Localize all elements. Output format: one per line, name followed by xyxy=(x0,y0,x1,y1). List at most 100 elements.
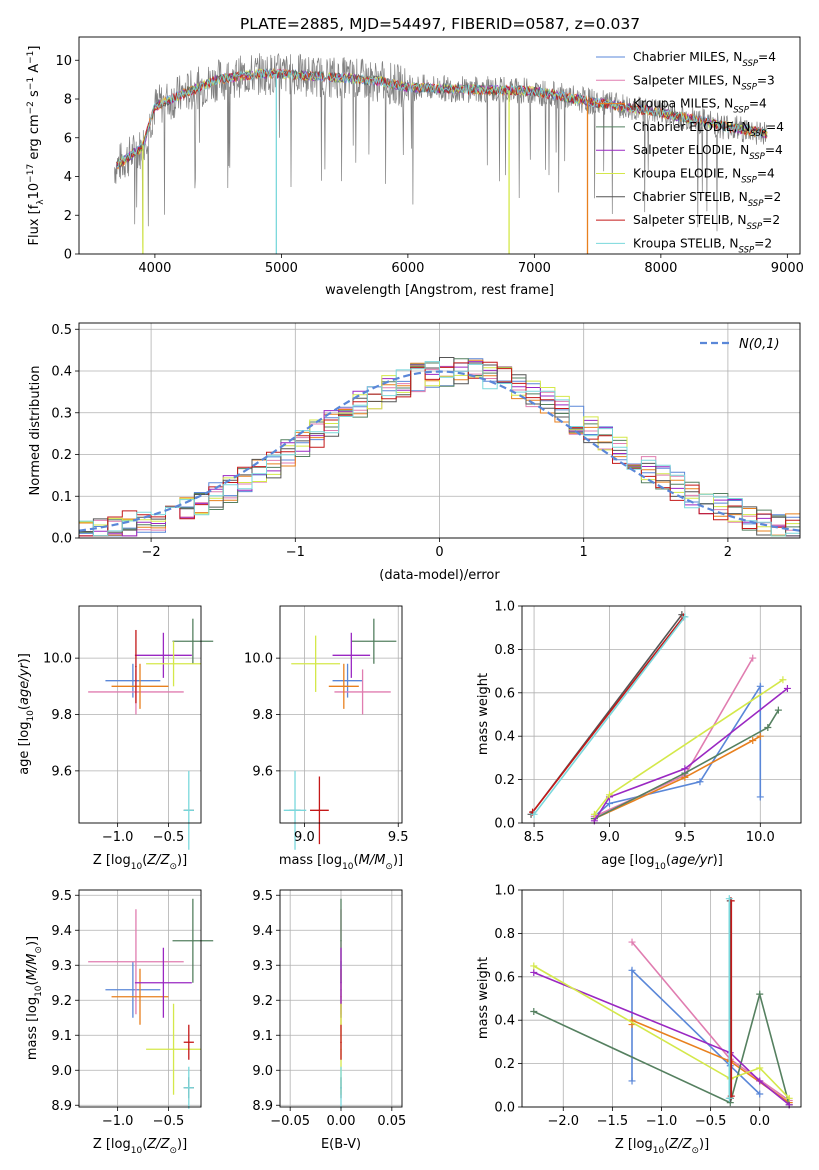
mass_vs_Z-xtick-label: −1.0 xyxy=(102,1114,134,1129)
weight_vs_age-line-chabrier-elodie xyxy=(594,709,780,820)
figure-title: PLATE=2885, MJD=54497, FIBERID=0587, z=0… xyxy=(240,15,640,33)
residuals-ytick-label: 0.4 xyxy=(51,365,72,380)
hist-kroupa-elodie xyxy=(79,365,800,537)
normal-curve xyxy=(78,370,801,532)
mass_vs_Z-ytick-label: 9.1 xyxy=(51,1029,72,1044)
age_vs_Z-xtick-label: −0.5 xyxy=(153,830,185,845)
residuals-xtick-label: 0 xyxy=(435,545,443,560)
weight_vs_Z-line-kroupa-elodie xyxy=(533,965,790,1099)
age_vs_mass-frame xyxy=(279,605,403,824)
mass_vs_EBV-point-chabrier-elodie xyxy=(340,939,342,942)
weight_vs_age-xtick-label: 9.5 xyxy=(675,830,696,845)
residuals-xlabel: (data-model)/error xyxy=(379,568,500,583)
weight_vs_age-ytick-label: 0.0 xyxy=(494,817,515,832)
model-kroupa-stelib xyxy=(116,68,768,168)
mass_vs_Z-point-kroupa-miles xyxy=(139,995,141,998)
mass_vs_EBV-ytick-label: 9.2 xyxy=(252,994,273,1009)
weight_vs_Z-marker-chabrier-elodie xyxy=(756,990,764,998)
age_vs_Z-ytick-label: 10.0 xyxy=(43,652,72,667)
residuals-frame xyxy=(78,322,801,539)
spectrum-xtick-label: 8000 xyxy=(644,261,677,276)
weight_vs_Z-marker-salpeter-elodie xyxy=(756,1077,764,1085)
age_vs_Z-ytick-label: 9.6 xyxy=(51,764,72,779)
weight_vs_age-ytick-label: 0.2 xyxy=(494,773,515,788)
residuals-xtick-label: 2 xyxy=(724,545,732,560)
age_vs_mass-ytick-label: 9.8 xyxy=(252,708,273,723)
weight_vs_age-marker-kroupa-stelib xyxy=(681,613,689,621)
mass_vs_EBV-ytick-label: 8.9 xyxy=(252,1099,273,1114)
weight_vs_age-ytick-label: 0.8 xyxy=(494,643,515,658)
mass_vs_Z-ytick-label: 9.5 xyxy=(51,889,72,904)
mass_vs_EBV-xtick-label: 0.05 xyxy=(377,1114,406,1129)
legend-entry-chabrier-miles: Chabrier MILES, NSSP=4 xyxy=(633,50,776,69)
weight-vs-z-xlabel: Z [log10(Z/Z⊙)] xyxy=(615,1137,709,1156)
mass_vs_EBV-point-salpeter-elodie xyxy=(340,981,342,984)
weight_vs_age-marker-kroupa-stelib xyxy=(530,810,538,818)
mass_vs_Z-ytick-label: 8.9 xyxy=(51,1099,72,1114)
age_vs_mass-point-salpeter-elodie xyxy=(350,654,353,657)
mass_vs_Z-point-salpeter-elodie xyxy=(162,981,165,984)
spectrum-ylabel: Flux [fλ10−17 erg cm−2 s−1 A−1] xyxy=(26,46,46,246)
spectrum-ytick-label: 2 xyxy=(64,209,72,224)
mass_vs_Z-ytick-label: 9.4 xyxy=(51,924,72,939)
residuals-ytick-label: 0.3 xyxy=(51,406,72,421)
mass_vs_EBV-frame xyxy=(279,889,403,1108)
mass_vs_Z-point-kroupa-stelib xyxy=(188,1086,190,1089)
weight_vs_Z-xtick-label: 0.0 xyxy=(749,1114,770,1129)
age_vs_mass-point-salpeter-miles xyxy=(361,691,364,693)
weight_vs_age-marker-kroupa-miles xyxy=(749,737,757,745)
weight_vs_Z-xtick-label: −2.0 xyxy=(547,1114,579,1129)
weight_vs_age-line-chabrier-miles xyxy=(593,683,762,818)
spectrum-xtick-label: 4000 xyxy=(138,261,171,276)
age_vs_Z-point-salpeter-stelib xyxy=(135,665,137,668)
mass_vs_Z-point-salpeter-miles xyxy=(135,960,137,963)
weight_vs_age-line-salpeter-stelib xyxy=(531,616,685,813)
weight_vs_age-marker-kroupa-elodie xyxy=(779,676,787,684)
legend-entry-kroupa-miles: Kroupa MILES, NSSP=4 xyxy=(633,97,767,116)
mass_vs_EBV-point-kroupa-stelib xyxy=(340,1086,342,1089)
age_vs_mass-point-kroupa-elodie xyxy=(314,662,317,665)
mass_vs_Z-point-chabrier-elodie xyxy=(192,939,194,942)
mass_vs_EBV-xtick-label: −0.05 xyxy=(270,1114,310,1129)
residuals-ytick-label: 0.0 xyxy=(51,532,72,547)
weight_vs_age-marker-kroupa-elodie xyxy=(605,791,613,799)
weight_vs_Z-ytick-label: 0.0 xyxy=(494,1101,515,1116)
age-vs-z-ylabel: age [log10(age/yr)] xyxy=(17,653,36,775)
age_vs_Z-point-kroupa-elodie xyxy=(172,662,175,665)
mass_vs_Z-ytick-label: 9.3 xyxy=(51,959,72,974)
weight_vs_age-ytick-label: 0.4 xyxy=(494,730,515,745)
weight-vs-z-ylabel: mass weight xyxy=(476,957,491,1039)
legend-entry-chabrier-stelib: Chabrier STELIB, NSSP=2 xyxy=(633,190,781,209)
weight_vs_Z-marker-chabrier-miles xyxy=(628,1077,636,1085)
legend-entry-kroupa-elodie: Kroupa ELODIE, NSSP=4 xyxy=(633,167,775,186)
mass_vs_Z-point-chabrier-miles xyxy=(132,988,134,991)
mass_vs_EBV-ytick-label: 9.4 xyxy=(252,924,273,939)
age_vs_Z-ytick-label: 9.8 xyxy=(51,708,72,723)
age_vs_mass-point-salpeter-stelib xyxy=(318,809,321,812)
weight_vs_age-marker-salpeter-elodie xyxy=(783,684,791,692)
age-vs-mass-xlabel: mass [log10(M/M⊙)] xyxy=(279,853,403,872)
mass_vs_EBV-ytick-label: 9.1 xyxy=(252,1029,273,1044)
residuals-ytick-label: 0.1 xyxy=(51,490,72,505)
age_vs_mass-point-kroupa-stelib xyxy=(294,809,296,812)
weight_vs_Z-marker-kroupa-elodie xyxy=(530,962,538,970)
mass-vs-ebv-xlabel: E(B-V) xyxy=(321,1137,361,1152)
age_vs_mass-ytick-label: 9.6 xyxy=(252,764,273,779)
legend-entry-chabrier-elodie: Chabrier ELODIE, NSSP=4 xyxy=(633,120,784,139)
mass_vs_Z-ytick-label: 9.2 xyxy=(51,994,72,1009)
age_vs_Z-point-chabrier-elodie xyxy=(192,640,194,643)
weight_vs_age-marker-chabrier-miles xyxy=(756,793,764,801)
weight_vs_age-marker-chabrier-elodie xyxy=(774,706,782,714)
weight_vs_age-xtick-label: 10.0 xyxy=(746,830,775,845)
weight_vs_Z-xtick-label: −1.5 xyxy=(597,1114,629,1129)
weight_vs_Z-line-chabrier-elodie xyxy=(533,991,790,1106)
weight_vs_age-line-kroupa-stelib xyxy=(533,616,686,815)
spectrum-xtick-label: 9000 xyxy=(771,261,804,276)
mass_vs_EBV-ytick-label: 9.3 xyxy=(252,959,273,974)
weight_vs_age-marker-kroupa-elodie xyxy=(590,810,598,818)
mass_vs_Z-ytick-label: 9.0 xyxy=(51,1064,72,1079)
residuals-ytick-label: 0.5 xyxy=(51,323,72,338)
age_vs_Z-point-chabrier-miles xyxy=(132,679,134,682)
weight_vs_age-marker-chabrier-elodie xyxy=(764,724,772,732)
